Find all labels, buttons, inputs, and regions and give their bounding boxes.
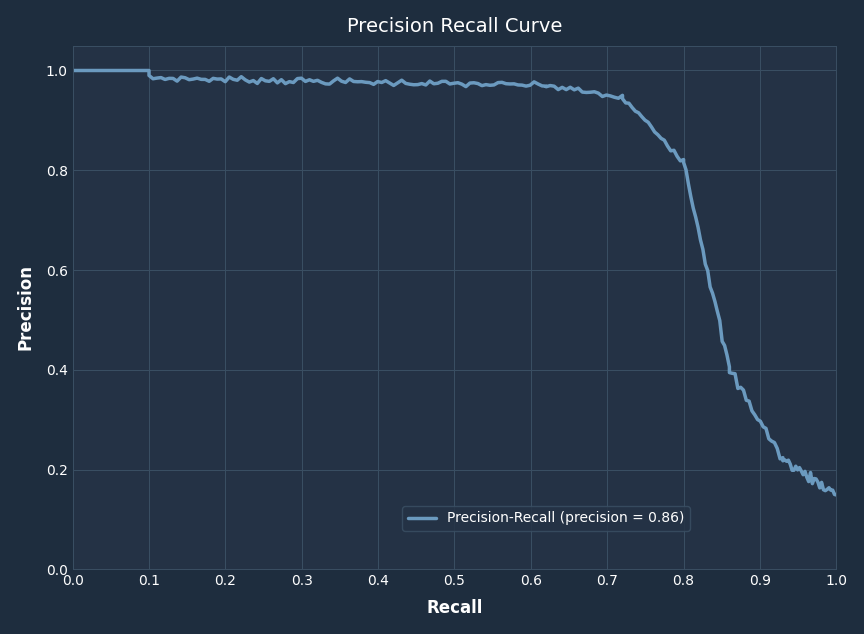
Precision-Recall (precision = 0.86)	[268, 75, 278, 82]
Legend: Precision-Recall (precision = 0.86): Precision-Recall (precision = 0.86)	[403, 506, 689, 531]
Line: Precision-Recall (precision = 0.86): Precision-Recall (precision = 0.86)	[73, 70, 836, 495]
Precision-Recall (precision = 0.86)	[758, 423, 768, 430]
Precision-Recall (precision = 0.86)	[67, 67, 78, 74]
Precision-Recall (precision = 0.86)	[739, 386, 749, 394]
Precision-Recall (precision = 0.86)	[733, 385, 743, 392]
Title: Precision Recall Curve: Precision Recall Curve	[346, 16, 562, 36]
Y-axis label: Precision: Precision	[16, 264, 35, 351]
Precision-Recall (precision = 0.86)	[831, 491, 842, 499]
Precision-Recall (precision = 0.86)	[681, 166, 691, 174]
Precision-Recall (precision = 0.86)	[333, 74, 343, 82]
X-axis label: Recall: Recall	[426, 599, 483, 618]
